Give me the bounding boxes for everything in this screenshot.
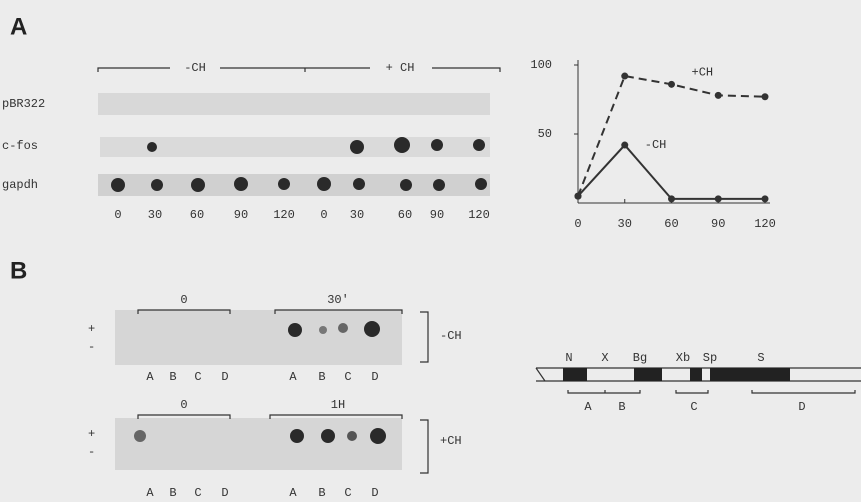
lane-label: B — [318, 370, 325, 384]
spot — [350, 140, 364, 154]
y-tick-label: 50 — [538, 127, 552, 141]
lane-label: B — [318, 486, 325, 500]
time-label: 0 — [180, 293, 187, 307]
lane-label: 120 — [468, 208, 490, 222]
sign-label: + — [88, 322, 95, 336]
spot — [364, 321, 380, 337]
lane-label: 120 — [273, 208, 295, 222]
row-label: c-fos — [2, 139, 38, 153]
lane-label: B — [169, 370, 176, 384]
lane-label: 60 — [398, 208, 412, 222]
x-tick-label: 120 — [754, 217, 776, 231]
lane-label: 30 — [148, 208, 162, 222]
strip — [100, 137, 490, 157]
x-tick-label: 90 — [711, 217, 725, 231]
site-label: Bg — [633, 351, 647, 365]
spot — [338, 323, 348, 333]
series-label: +CH — [692, 65, 714, 79]
sign-label: + — [88, 427, 95, 441]
spot — [394, 137, 410, 153]
lane-label: C — [194, 370, 201, 384]
site-label: X — [601, 351, 608, 365]
spot — [147, 142, 157, 152]
spot — [134, 430, 146, 442]
lane-label: 90 — [234, 208, 248, 222]
time-label: 1H — [331, 398, 345, 412]
site-label: Sp — [703, 351, 717, 365]
blot — [115, 418, 402, 470]
map-blocks — [563, 368, 790, 381]
spot — [321, 429, 335, 443]
spot — [370, 428, 386, 444]
lane-label: D — [221, 486, 228, 500]
x-tick-label: 60 — [664, 217, 678, 231]
sign-label: - — [88, 340, 95, 354]
segment-label: C — [690, 400, 697, 414]
point — [761, 93, 769, 101]
time-label: 0 — [180, 398, 187, 412]
lane-label: 0 — [114, 208, 121, 222]
segment-label: D — [798, 400, 805, 414]
group-label: -CH — [184, 61, 206, 75]
gapdh-spots — [111, 177, 487, 192]
segment-label: B — [618, 400, 625, 414]
lane-label: A — [146, 370, 154, 384]
group-label: + CH — [386, 61, 415, 75]
lane-label: A — [289, 370, 297, 384]
spot — [347, 431, 357, 441]
spot — [288, 323, 302, 337]
lane-label: 30 — [350, 208, 364, 222]
line — [577, 143, 765, 200]
spot — [290, 429, 304, 443]
blot — [115, 310, 402, 365]
lane-label: C — [344, 486, 351, 500]
y-tick-label: 100 — [530, 58, 552, 72]
lane-label: 90 — [430, 208, 444, 222]
lane-label: D — [371, 370, 378, 384]
row-label: pBR322 — [2, 97, 45, 111]
lane-label: A — [146, 486, 154, 500]
condition-label: +CH — [440, 434, 462, 448]
lane-label: A — [289, 486, 297, 500]
lane-label: D — [221, 370, 228, 384]
panel-label: B — [10, 257, 27, 284]
lane-label: C — [344, 370, 351, 384]
site-label: S — [757, 351, 764, 365]
spot — [473, 139, 485, 151]
lane-label: C — [194, 486, 201, 500]
segment-label: A — [584, 400, 592, 414]
lane-label: 60 — [190, 208, 204, 222]
brackets — [97, 67, 861, 474]
line — [577, 74, 766, 197]
site-label: Xb — [676, 351, 690, 365]
panel-label: A — [10, 13, 27, 40]
sign-label: - — [88, 445, 95, 459]
x-tick-label: 30 — [618, 217, 632, 231]
spot — [431, 139, 443, 151]
strip — [98, 93, 490, 115]
spot — [319, 326, 327, 334]
blots — [98, 93, 490, 470]
time-label: 30' — [327, 293, 349, 307]
row-label: gapdh — [2, 178, 38, 192]
site-label: N — [565, 351, 572, 365]
lane-label: 0 — [320, 208, 327, 222]
lane-label: D — [371, 486, 378, 500]
x-tick-label: 0 — [574, 217, 581, 231]
series-label: -CH — [645, 138, 667, 152]
point — [621, 72, 629, 80]
condition-label: -CH — [440, 329, 462, 343]
lane-label: B — [169, 486, 176, 500]
